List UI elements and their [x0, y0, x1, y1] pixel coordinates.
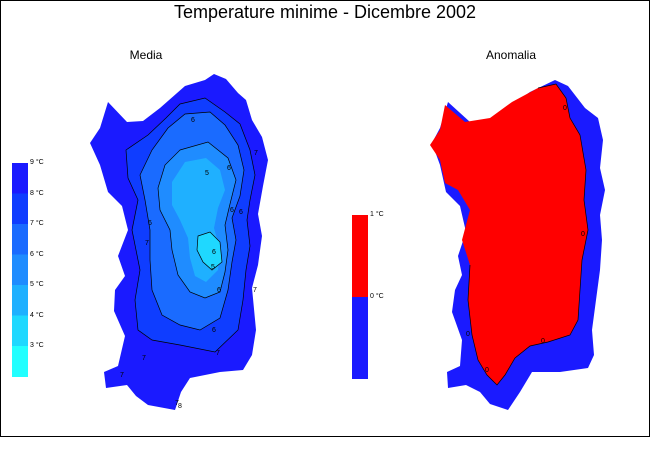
contour-label: 5 — [205, 170, 209, 177]
legend-swatch — [12, 224, 28, 255]
contour-label: 6 — [230, 207, 234, 214]
contour-label: 7 — [175, 400, 179, 407]
contour-label: 7 — [216, 350, 220, 357]
contour-label: 6 — [212, 249, 216, 256]
contour-label: 0 — [581, 231, 585, 238]
media-contours — [125, 97, 256, 353]
legend-swatch — [12, 193, 28, 225]
contour-label: 8 — [178, 403, 182, 410]
contour-label: 6 — [212, 327, 216, 334]
contour-line — [125, 97, 256, 353]
panel-title-media: Media — [129, 48, 163, 62]
contour-label: 7 — [253, 287, 257, 294]
legend-label: 3 °C — [30, 342, 44, 349]
legend-label: 9 °C — [30, 159, 44, 166]
legend-swatch — [12, 163, 28, 194]
contour-label: 6 — [227, 165, 231, 172]
contour-label: 7 — [142, 355, 146, 362]
contour-label: 7 — [254, 150, 258, 157]
legend-label: 6 °C — [30, 250, 44, 258]
contour-label: 0 — [466, 331, 470, 338]
contour-line — [196, 231, 223, 271]
legend-media — [12, 163, 28, 377]
anomalia-map: 0 0 0 0 0 — [430, 80, 605, 410]
legend-swatch — [12, 285, 28, 316]
anomalia-zero-contour — [467, 83, 589, 386]
contour-label: 6 — [217, 287, 221, 294]
legend-label: 7 °C — [30, 220, 44, 227]
legend-label: 4 °C — [30, 311, 44, 319]
contour-line — [139, 111, 245, 331]
panel-title-anomalia: Anomalia — [485, 48, 537, 62]
legend-swatch — [12, 315, 28, 347]
legend-swatch — [12, 346, 28, 377]
contour-label: 7 — [145, 240, 149, 247]
contour-line — [157, 141, 237, 299]
media-contour-labels: 6 6 7 6 7 6 7 6 5 6 6 7 7 6 7 7 5 8 — [120, 117, 258, 410]
media-map: 6 6 7 6 7 6 7 6 5 6 6 7 7 6 7 7 5 8 — [90, 74, 268, 410]
contour-label: 5 — [211, 264, 215, 271]
legend-label: 8 °C — [30, 189, 44, 197]
anomalia-positive-region — [430, 84, 588, 385]
legend-label: 5 °C — [30, 281, 44, 288]
legend-swatch — [352, 215, 368, 297]
contour-label: 6 — [191, 117, 195, 124]
media-region-3 — [197, 232, 222, 270]
legend-label: 0 °C — [370, 293, 384, 300]
anomalia-contour-labels: 0 0 0 0 0 — [466, 105, 585, 374]
legend-swatch — [352, 297, 368, 379]
contour-label: 6 — [148, 220, 152, 227]
legend-swatch — [12, 254, 28, 286]
legend-anomalia — [352, 215, 368, 379]
contour-label: 0 — [563, 105, 567, 112]
contour-label: 0 — [485, 367, 489, 374]
page-title: Temperature minime - Dicembre 2002 — [173, 2, 477, 22]
contour-label: 0 — [541, 338, 545, 345]
legend-label: 1 °C — [370, 211, 384, 218]
contour-label: 7 — [120, 372, 124, 379]
contour-label: 6 — [239, 209, 243, 216]
